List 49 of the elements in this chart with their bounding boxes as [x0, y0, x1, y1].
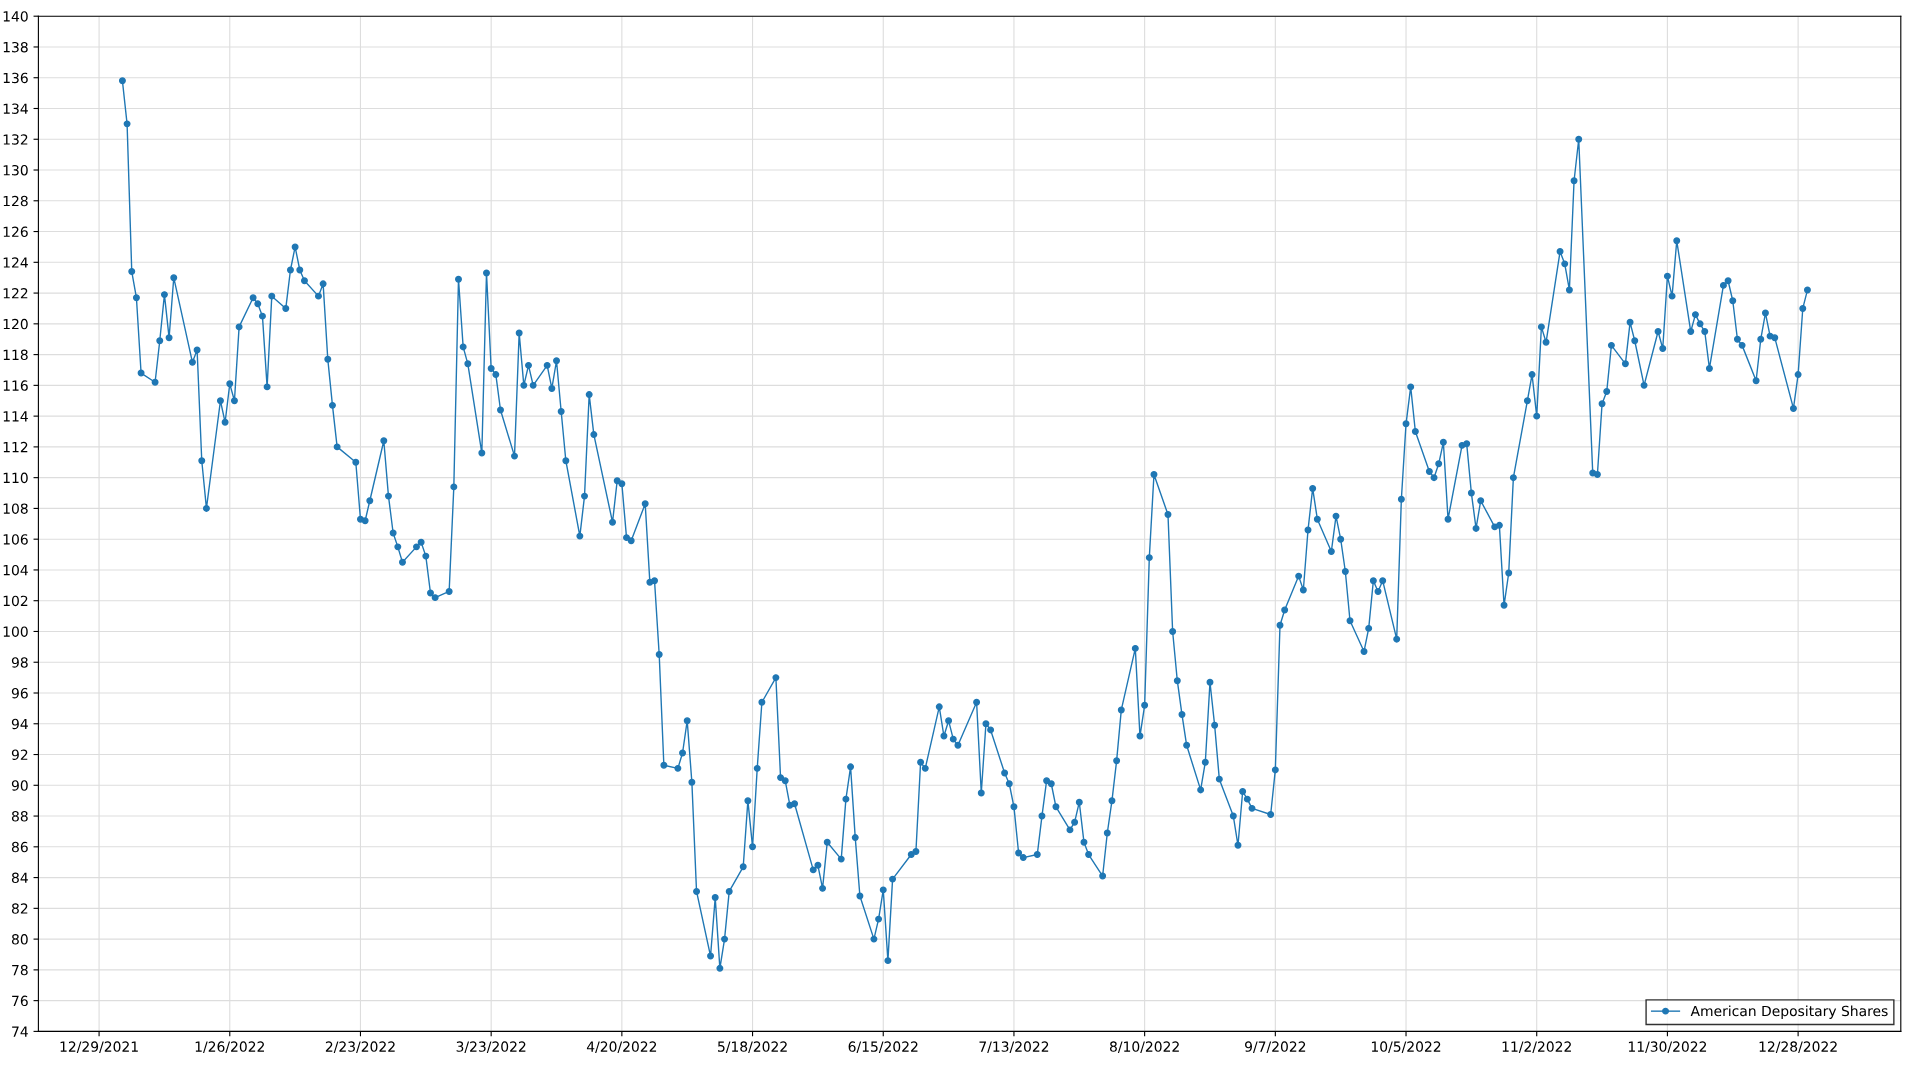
x-tick-label: 8/10/2022 [1109, 1041, 1179, 1053]
x-tick-label: 7/13/2022 [979, 1041, 1049, 1053]
y-tick-label: 104 [3, 564, 28, 576]
y-tick-label: 98 [11, 657, 28, 668]
y-tick-label: 130 [3, 164, 28, 176]
y-tick-label: 110 [3, 472, 28, 484]
y-tick-label: 118 [3, 349, 28, 361]
y-tick-label: 92 [11, 749, 28, 760]
y-tick-label: 74 [12, 1026, 28, 1037]
y-tick-label: 138 [3, 41, 28, 53]
y-tick-label: 140 [3, 11, 28, 22]
y-tick-label: 136 [3, 72, 28, 84]
x-tick-label: 3/23/2022 [456, 1041, 526, 1053]
x-tick-label: 11/2/2022 [1502, 1041, 1571, 1053]
y-tick-label: 120 [3, 318, 28, 330]
legend-label: American Depositary Shares [1690, 1005, 1888, 1019]
y-tick-label: 126 [3, 226, 28, 238]
y-tick-label: 86 [11, 841, 28, 853]
y-tick-label: 80 [11, 934, 28, 945]
y-tick-label: 114 [3, 411, 28, 422]
y-tick-label: 90 [11, 780, 28, 791]
y-tick-label: 94 [11, 718, 28, 730]
y-tick-label: 76 [12, 995, 28, 1007]
y-tick-label: 78 [12, 964, 28, 976]
y-tick-label: 116 [3, 380, 28, 391]
y-tick-label: 112 [3, 441, 28, 453]
y-tick-label: 132 [3, 134, 28, 145]
x-tick-label: 11/30/2022 [1628, 1041, 1707, 1053]
x-tick-label: 10/5/2022 [1371, 1041, 1441, 1053]
y-tick-label: 102 [3, 595, 28, 607]
x-tick-label: 1/26/2022 [195, 1041, 264, 1053]
x-tick-label: 4/20/2022 [586, 1041, 657, 1053]
y-tick-label: 128 [3, 195, 28, 207]
y-tick-label: 122 [3, 288, 28, 299]
y-tick-label: 84 [11, 872, 28, 884]
y-tick-label: 134 [3, 103, 28, 114]
x-tick-label: 12/28/2022 [1759, 1041, 1837, 1053]
y-tick-label: 88 [11, 811, 28, 822]
y-tick-label: 106 [3, 534, 28, 545]
x-tick-label: 5/18/2022 [718, 1041, 787, 1053]
y-tick-label: 82 [11, 903, 28, 914]
y-tick-label: 108 [3, 503, 28, 514]
y-tick-label: 96 [11, 687, 28, 699]
x-tick-label: 2/23/2022 [325, 1041, 395, 1053]
y-tick-label: 124 [3, 257, 28, 268]
y-tick-label: 100 [3, 626, 28, 637]
x-tick-label: 12/29/2021 [60, 1041, 138, 1053]
x-tick-label: 9/7/2022 [1245, 1041, 1306, 1053]
x-tick-label: 6/15/2022 [848, 1041, 918, 1053]
